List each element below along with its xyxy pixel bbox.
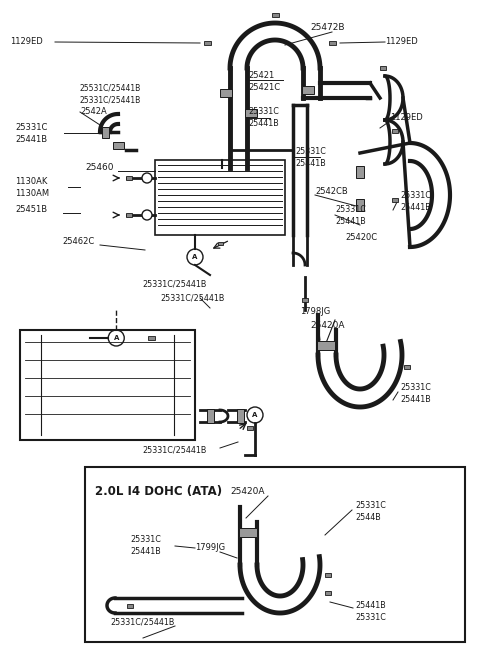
Text: 25420C: 25420C (345, 233, 377, 242)
Bar (404, 365, 410, 369)
Text: 25331C/25441B: 25331C/25441B (80, 95, 141, 104)
Text: 25441B: 25441B (248, 120, 279, 129)
Text: 25331C/25441B: 25331C/25441B (160, 294, 224, 302)
Text: 25451B: 25451B (15, 206, 47, 214)
Bar (148, 336, 155, 340)
Text: 1799JG: 1799JG (195, 543, 225, 553)
Text: 25460: 25460 (85, 164, 113, 173)
Bar (356, 199, 364, 211)
Text: 25531C/25441B: 25531C/25441B (80, 83, 141, 93)
Circle shape (142, 173, 152, 183)
Text: 25331C: 25331C (130, 535, 161, 545)
Bar (302, 86, 314, 94)
Bar (126, 214, 132, 217)
Text: 1130AK: 1130AK (15, 177, 48, 187)
Text: 25331C: 25331C (295, 148, 326, 156)
Bar (302, 298, 308, 302)
Text: 25441B: 25441B (400, 202, 431, 212)
Bar (239, 528, 257, 537)
Text: 25472B: 25472B (310, 24, 345, 32)
Text: 25331C: 25331C (355, 501, 386, 509)
Text: 25421: 25421 (248, 70, 274, 79)
Text: 25331C: 25331C (335, 206, 366, 214)
Text: 1129ED: 1129ED (10, 37, 43, 47)
Bar (155, 160, 285, 235)
Text: 25331C: 25331C (400, 191, 431, 200)
Bar (237, 409, 243, 423)
Bar (112, 141, 123, 148)
Bar (272, 13, 278, 17)
Text: 25441B: 25441B (130, 547, 161, 556)
Bar (101, 127, 108, 137)
Text: A: A (192, 254, 198, 260)
Text: 2544B: 2544B (355, 514, 381, 522)
Bar (127, 604, 133, 608)
Bar (325, 591, 331, 595)
Text: 25420A: 25420A (230, 487, 264, 497)
Text: 2542A: 2542A (80, 108, 107, 116)
Text: 25331C/25441B: 25331C/25441B (143, 445, 207, 455)
Bar (217, 242, 223, 244)
Text: 25331C: 25331C (15, 124, 48, 133)
Bar (20, 330, 195, 440)
Text: 25331C/25441B: 25331C/25441B (110, 618, 174, 627)
Text: 25331C: 25331C (248, 108, 279, 116)
Bar (325, 573, 331, 577)
Text: 25331C: 25331C (400, 384, 431, 392)
Circle shape (142, 210, 152, 220)
Bar (392, 198, 398, 202)
Bar (126, 176, 132, 180)
Bar (328, 41, 336, 45)
Text: 25420A: 25420A (310, 321, 345, 330)
Text: 2542CB: 2542CB (315, 187, 348, 196)
Bar (247, 426, 253, 430)
Text: 25441B: 25441B (400, 396, 431, 405)
Text: 25421C: 25421C (248, 83, 280, 93)
Bar (206, 409, 214, 423)
Text: 25441B: 25441B (335, 217, 366, 227)
Text: A: A (114, 335, 119, 341)
Bar (380, 66, 386, 70)
Text: A: A (252, 412, 258, 418)
Bar (392, 129, 398, 133)
Text: 25441B: 25441B (15, 135, 47, 145)
Text: 1129ED: 1129ED (390, 114, 423, 122)
Bar (245, 109, 257, 117)
Text: 1129ED: 1129ED (385, 37, 418, 47)
Bar (317, 340, 335, 350)
Text: 25331C/25441B: 25331C/25441B (143, 279, 207, 288)
Text: 25462C: 25462C (62, 237, 94, 246)
Text: 25441B: 25441B (355, 600, 386, 610)
Text: 1798JG: 1798JG (300, 307, 330, 317)
Bar (220, 89, 232, 97)
Text: 25331C: 25331C (355, 614, 386, 622)
Bar (204, 41, 211, 45)
Text: 25441B: 25441B (295, 160, 326, 168)
Bar (356, 166, 364, 178)
Text: 2.0L I4 DOHC (ATA): 2.0L I4 DOHC (ATA) (95, 485, 222, 498)
Bar (85, 467, 465, 642)
Text: 1130AM: 1130AM (15, 189, 49, 198)
